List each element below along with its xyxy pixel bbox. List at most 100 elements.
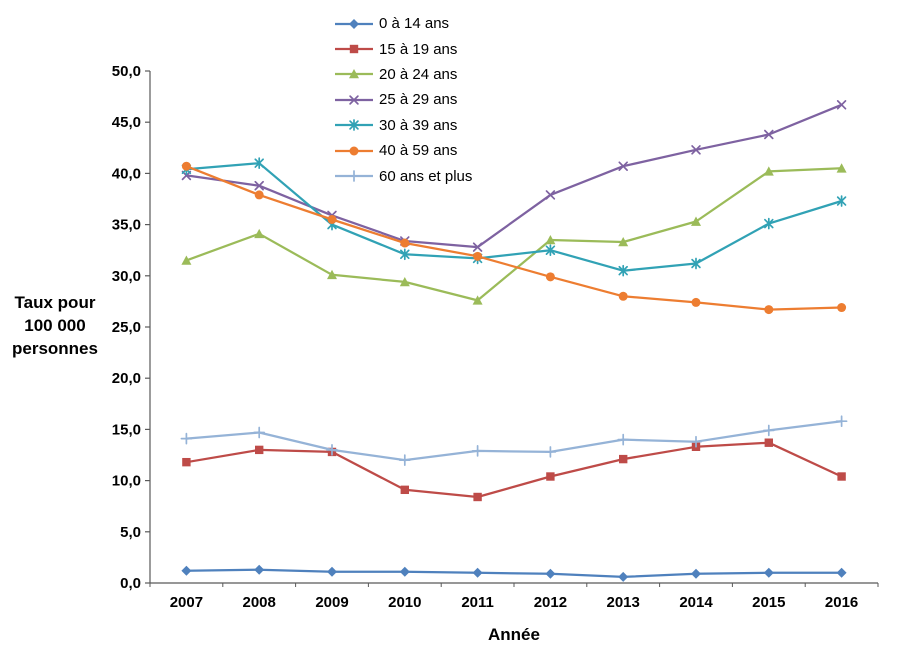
x-tick-label: 2015 [752, 594, 785, 611]
triangle-marker [399, 276, 410, 287]
series-line-circle [185, 165, 843, 311]
diamond-marker [327, 566, 337, 577]
asterisk-marker [254, 157, 264, 170]
x-marker [545, 190, 556, 200]
y-tick-label: 5,0 [120, 524, 141, 541]
circle-marker [837, 303, 847, 313]
legend-item-4: 25 à 29 ans [334, 91, 472, 108]
asterisk-marker [545, 244, 556, 257]
y-tick-label: 45,0 [112, 114, 141, 131]
y-tick-label: 25,0 [112, 319, 141, 336]
legend-label: 0 à 14 ans [379, 15, 450, 33]
triangle-marker [691, 216, 701, 226]
asterisk-marker [691, 257, 701, 270]
x-tick-label: 2014 [679, 594, 713, 611]
series-line-x [185, 103, 843, 249]
asterisk-marker [618, 264, 628, 277]
y-axis-title-line: personnes [12, 339, 98, 358]
x-marker [349, 95, 359, 105]
legend-label: 40 à 59 ans [379, 142, 458, 160]
y-tick-label: 10,0 [112, 473, 141, 490]
axis-lines [149, 71, 878, 584]
plus-marker [617, 433, 630, 446]
series-line-diamond [185, 568, 843, 579]
x-tick-label: 2013 [607, 594, 640, 611]
triangle-marker [254, 228, 265, 239]
circle-marker [473, 251, 483, 261]
plus-marker [180, 432, 193, 445]
circle-marker [764, 305, 774, 315]
legend-label: 15 à 19 ans [379, 40, 458, 58]
diamond-marker [472, 567, 483, 578]
legend-item-3: 20 à 24 ans [334, 66, 472, 83]
square-marker [764, 438, 773, 447]
legend-key-plus [335, 170, 373, 182]
legend-key-x [335, 95, 373, 105]
plus-marker [690, 435, 702, 448]
x-marker [836, 100, 847, 110]
legend-key-asterisk [335, 119, 373, 132]
series-line-asterisk [185, 162, 843, 272]
plus-marker [471, 445, 484, 457]
x-tick-label: 2009 [315, 594, 348, 611]
circle-marker [400, 238, 410, 248]
diamond-marker [181, 565, 192, 576]
series-line-plus [185, 420, 843, 462]
diamond-marker [618, 571, 629, 582]
y-tick-label: 0,0 [120, 575, 141, 592]
asterisk-marker [349, 119, 359, 132]
square-marker [255, 445, 264, 455]
circle-marker [545, 272, 555, 282]
square-marker [546, 472, 555, 481]
series-line-square [185, 441, 843, 499]
x-tick-label: 2010 [388, 594, 421, 611]
triangle-marker [545, 234, 556, 245]
legend-label: 60 ans et plus [379, 167, 473, 185]
plus-marker [544, 446, 557, 458]
circle-marker [691, 297, 701, 307]
y-tick-label: 35,0 [112, 217, 141, 234]
legend-item-5: 30 à 39 ans [334, 117, 472, 134]
triangle-marker [618, 237, 629, 247]
plus-marker [326, 444, 338, 456]
legend-label: 25 à 29 ans [379, 91, 458, 109]
plus-marker [835, 415, 848, 428]
legend: 0 à 14 ans 15 à 19 ans 20 à 24 ans 25 à 29 … [334, 15, 472, 193]
diamond-marker [836, 567, 847, 578]
x-marker [472, 242, 483, 252]
x-marker [618, 161, 628, 171]
diamond-marker [254, 564, 265, 575]
plus-marker [348, 170, 360, 182]
legend-key-diamond [335, 18, 373, 29]
legend-key-triangle [335, 69, 373, 79]
y-tick-label: 50,0 [112, 63, 141, 80]
legend-label: 20 à 24 ans [379, 65, 458, 83]
x-tick-label: 2011 [461, 594, 494, 611]
x-marker [691, 145, 701, 155]
circle-marker [618, 291, 628, 301]
legend-key-circle [335, 146, 373, 156]
x-marker [254, 180, 264, 191]
x-tick-label: 2016 [825, 594, 858, 611]
y-tick-label: 20,0 [112, 370, 141, 387]
x-tick-label: 2012 [534, 594, 567, 611]
diamond-marker [399, 566, 410, 577]
square-marker [619, 454, 628, 464]
triangle-marker [836, 163, 847, 173]
triangle-marker [181, 255, 192, 265]
y-axis-title-line: Taux pour [14, 293, 96, 312]
y-tick-label: 15,0 [112, 421, 141, 438]
legend-item-6: 40 à 59 ans [334, 142, 472, 159]
circle-marker [349, 146, 359, 156]
diamond-marker [349, 18, 359, 29]
x-tick-label: 2008 [243, 594, 276, 611]
triangle-marker [349, 69, 359, 79]
y-axis-title-line: 100 000 [24, 316, 86, 335]
square-marker [400, 485, 409, 495]
legend-key-square [335, 44, 373, 54]
y-tick-label: 40,0 [112, 165, 141, 182]
plus-marker [398, 454, 411, 466]
x-tick-label: 2007 [170, 594, 203, 611]
